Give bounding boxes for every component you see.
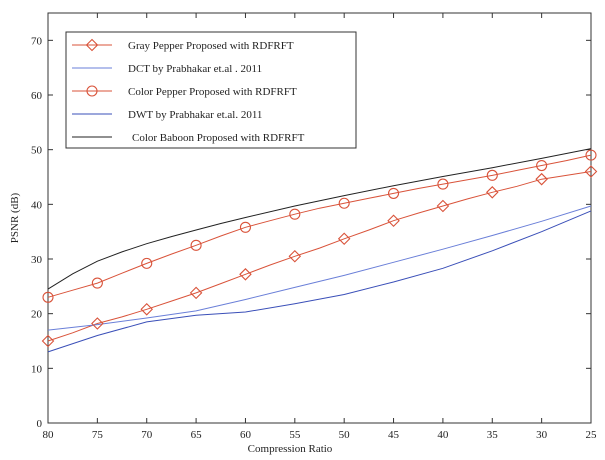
x-tick-label: 60 bbox=[240, 429, 252, 441]
series-marker-0 bbox=[535, 172, 548, 186]
legend-label-0: Gray Pepper Proposed with RDFRFT bbox=[128, 40, 294, 52]
x-tick-label: 50 bbox=[339, 429, 351, 441]
y-tick-label: 0 bbox=[37, 418, 43, 430]
series-marker-0 bbox=[189, 286, 203, 300]
series-marker-2 bbox=[239, 221, 252, 233]
series-marker-0 bbox=[41, 334, 55, 348]
series-marker-0 bbox=[140, 303, 154, 316]
series-lines bbox=[47, 148, 592, 353]
y-tick-label: 10 bbox=[31, 363, 43, 375]
legend-label-2: Color Pepper Proposed with RDFRFT bbox=[128, 86, 297, 98]
series-marker-0 bbox=[288, 249, 302, 263]
series-line-3 bbox=[47, 210, 592, 353]
plot-frame bbox=[47, 12, 592, 424]
legend: Gray Pepper Proposed with RDFRFT DCT by P… bbox=[65, 31, 357, 149]
legend-label-1: DCT by Prabhakar et.al . 2011 bbox=[128, 63, 262, 75]
series-marker-0 bbox=[436, 199, 450, 213]
series-marker-2 bbox=[585, 149, 597, 161]
series-line-2 bbox=[47, 154, 592, 298]
x-tick-label: 55 bbox=[289, 429, 301, 441]
series-line-0 bbox=[47, 171, 592, 342]
series-marker-2 bbox=[42, 291, 54, 303]
series-marker-0 bbox=[584, 165, 598, 178]
x-tick-label: 65 bbox=[191, 429, 203, 441]
y-tick-label: 40 bbox=[31, 199, 43, 211]
x-tick-label: 35 bbox=[487, 429, 499, 441]
y-tick-label: 30 bbox=[31, 254, 43, 266]
series-marker-2 bbox=[437, 178, 449, 190]
series-line-4 bbox=[47, 148, 592, 290]
series-marker-2 bbox=[338, 197, 350, 209]
x-tick-label: 70 bbox=[141, 429, 153, 441]
x-tick-label: 80 bbox=[43, 429, 55, 441]
y-tick-label: 60 bbox=[31, 90, 43, 102]
series-marker-2 bbox=[289, 208, 301, 220]
legend-marker-0 bbox=[85, 38, 99, 52]
legend-marker-2 bbox=[86, 85, 98, 97]
y-tick-label: 70 bbox=[31, 35, 43, 47]
x-tick-label: 25 bbox=[586, 429, 598, 441]
legend-entries: Gray Pepper Proposed with RDFRFT DCT by P… bbox=[72, 38, 305, 144]
x-tick-label: 45 bbox=[388, 429, 400, 441]
series-marker-0 bbox=[91, 317, 104, 330]
series-marker-0 bbox=[387, 214, 400, 228]
x-tick-label: 30 bbox=[536, 429, 548, 441]
series-marker-2 bbox=[536, 159, 548, 172]
series-marker-2 bbox=[141, 257, 153, 269]
x-tick-label: 40 bbox=[437, 429, 449, 441]
series-marker-0 bbox=[337, 232, 351, 246]
legend-box bbox=[65, 31, 357, 149]
y-tick-label: 50 bbox=[31, 145, 43, 157]
series-marker-2 bbox=[190, 239, 202, 251]
series-marker-0 bbox=[485, 186, 499, 199]
y-tick-label: 20 bbox=[31, 309, 43, 321]
series-marker-0 bbox=[239, 268, 252, 281]
axis-ticks: 80 75 70 65 60 55 50 45 40 35 30 25 0 10 20 30 40 50 60 70 bbox=[31, 13, 597, 441]
series-markers bbox=[41, 149, 598, 348]
legend-label-3: DWT by Prabhakar et.al. 2011 bbox=[128, 109, 262, 121]
series-marker-2 bbox=[91, 277, 103, 289]
x-tick-label: 75 bbox=[92, 429, 104, 441]
x-axis-title: Compression Ratio bbox=[248, 443, 333, 455]
series-marker-2 bbox=[486, 169, 498, 181]
series-line-1 bbox=[47, 205, 592, 331]
legend-label-4: Color Baboon Proposed with RDFRFT bbox=[132, 132, 305, 144]
y-axis-title: PSNR (dB) bbox=[9, 192, 21, 243]
series-marker-2 bbox=[387, 187, 400, 199]
